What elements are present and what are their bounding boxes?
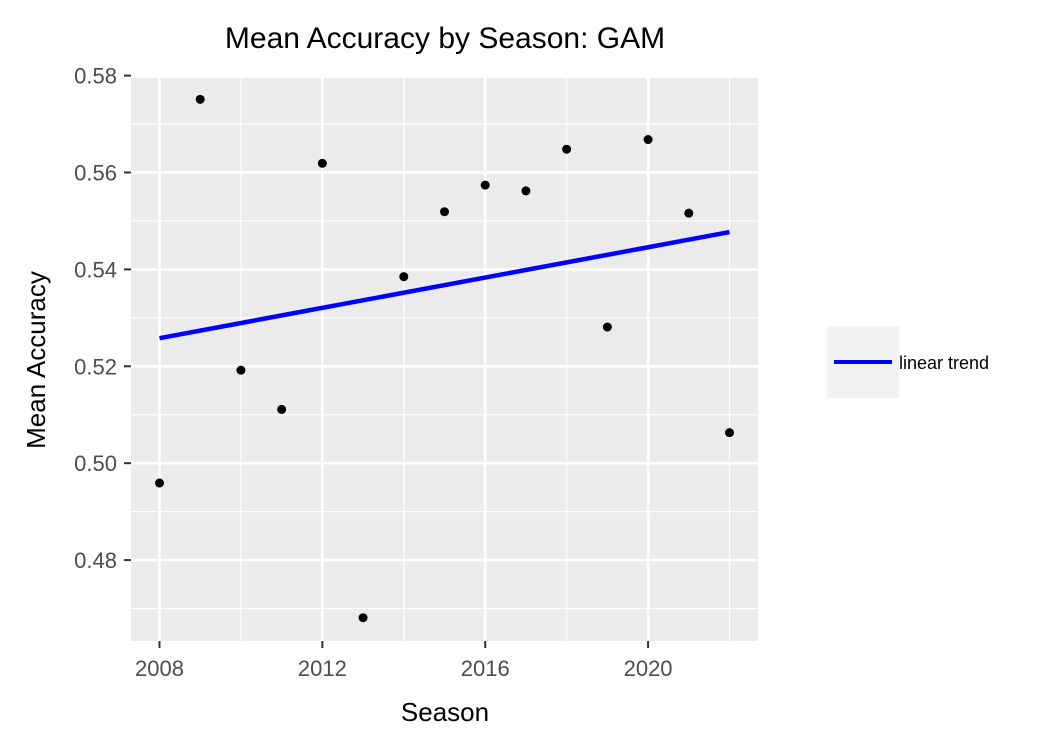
y-tick-label: 0.54 (74, 257, 117, 282)
trend-layer (159, 229, 730, 341)
data-point-2015 (440, 207, 449, 217)
data-point-2011 (277, 404, 287, 414)
data-point-2017 (521, 186, 531, 196)
y-tick-label: 0.52 (74, 354, 117, 379)
y-tick-label: 0.56 (74, 160, 117, 185)
data-point-2021 (684, 208, 694, 218)
plot-panel (131, 78, 758, 641)
data-point-2022 (725, 428, 734, 438)
data-point-2013 (358, 613, 368, 623)
x-tick-label: 2012 (298, 656, 347, 681)
legend-label-linear-trend: linear trend (899, 353, 989, 373)
data-point-2012 (317, 158, 327, 168)
trend-line (159, 229, 730, 341)
x-tick-label: 2008 (135, 656, 184, 681)
points-layer (155, 94, 734, 623)
x-axis: 2008 2012 2016 2020 (135, 641, 673, 681)
x-tick-label: 2016 (461, 656, 510, 681)
y-axis-title: Mean Accuracy (21, 271, 51, 449)
chart-title: Mean Accuracy by Season: GAM (225, 22, 665, 55)
data-point-2018 (562, 144, 572, 154)
major-gridlines (131, 74, 758, 641)
data-point-2010 (236, 365, 246, 375)
data-point-2019 (602, 322, 612, 332)
y-tick-label: 0.58 (74, 64, 117, 89)
data-point-2016 (480, 180, 490, 190)
data-point-2014 (399, 272, 409, 282)
data-point-2009 (195, 94, 205, 104)
y-tick-label: 0.50 (74, 451, 117, 476)
data-point-2020 (643, 135, 653, 145)
y-axis: 0.48 0.50 0.52 0.54 0.56 0.58 (74, 64, 131, 573)
x-tick-label: 2020 (624, 656, 673, 681)
legend: linear trend (827, 326, 989, 398)
x-axis-title: Season (401, 697, 489, 727)
y-tick-label: 0.48 (74, 548, 117, 573)
data-point-2008 (155, 478, 164, 488)
